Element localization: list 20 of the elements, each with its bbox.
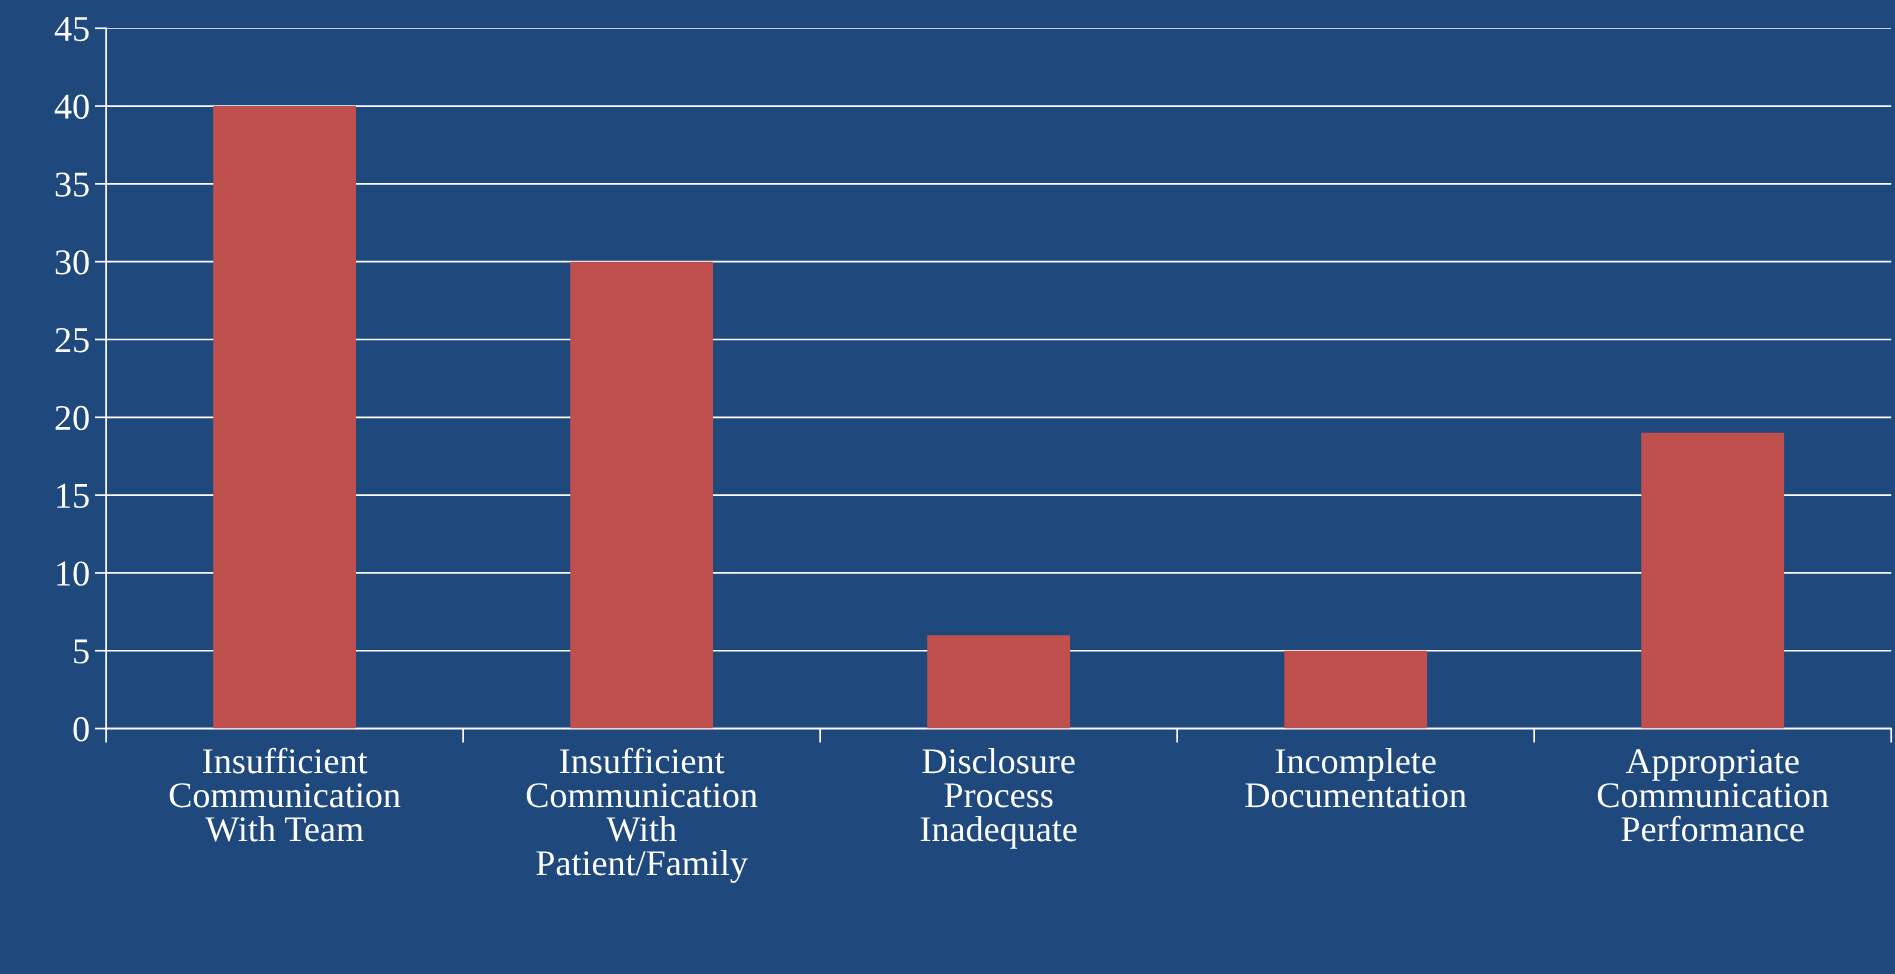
y-tick-label: 20 bbox=[55, 405, 89, 431]
bar bbox=[570, 261, 714, 729]
bar bbox=[1284, 650, 1428, 729]
bar bbox=[213, 106, 357, 729]
x-tick-label: Appropriate Communication Performance bbox=[1597, 749, 1829, 842]
bar bbox=[927, 635, 1071, 729]
y-tick-label: 5 bbox=[74, 639, 89, 664]
y-tick-label: 40 bbox=[54, 94, 89, 119]
y-tick-label: 30 bbox=[55, 250, 89, 275]
y-tick-label: 35 bbox=[55, 172, 89, 197]
y-tick-label: 15 bbox=[57, 483, 89, 508]
bar bbox=[1641, 432, 1785, 729]
y-tick-label: 10 bbox=[57, 561, 89, 586]
x-tick-label: Insufficient Communication With Patient/Family bbox=[526, 747, 758, 883]
y-tick-label: 25 bbox=[55, 328, 89, 353]
x-tick-label: Insufficient Communication With Team bbox=[169, 747, 401, 842]
x-tick-label: Incomplete Documentation bbox=[1245, 748, 1467, 808]
y-tick-label: 45 bbox=[54, 17, 89, 42]
y-tick-label: 0 bbox=[73, 717, 89, 742]
x-tick-label: Disclosure Process Inadequate bbox=[920, 748, 1077, 849]
